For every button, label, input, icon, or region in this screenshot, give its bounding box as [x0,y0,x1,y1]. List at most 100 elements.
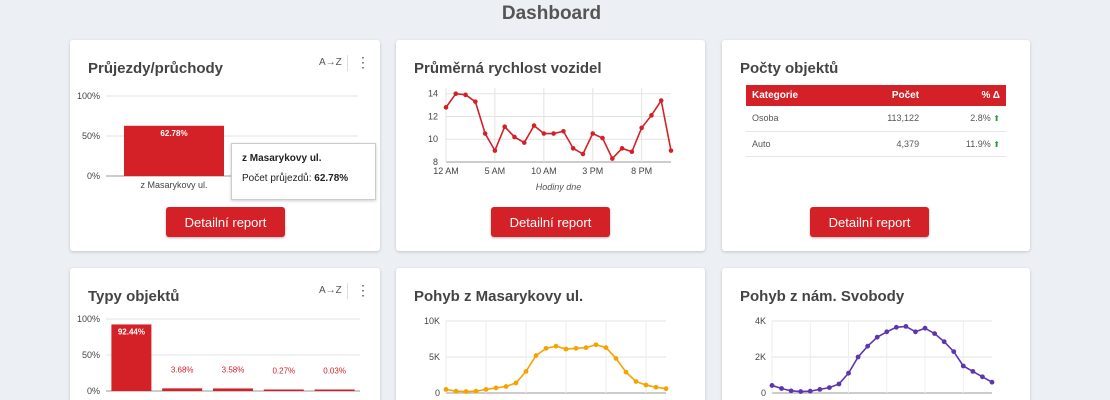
data-point [443,105,449,110]
card-title: Počty objektů [740,60,839,77]
data-point [807,388,813,394]
page-title: Dashboard [501,3,602,24]
series-line [445,343,667,393]
data-point [970,369,976,374]
more-vert-icon[interactable]: ⋮ [356,54,370,70]
data-point [865,343,871,349]
data-point [502,124,507,130]
y-tick-label: 100% [77,314,100,324]
detail-report-button[interactable]: Detailní report [491,207,610,237]
data-point [580,151,586,157]
y-tick-label: 0% [87,386,100,396]
arrow-up-icon: ⬆ [993,114,1000,124]
card-title: Typy objektů [88,288,180,305]
data-point [443,387,449,392]
cell-pct: 2.8% ⬆ [925,106,1006,132]
data-point [483,387,489,392]
y-tick-label: 12 [428,111,438,121]
data-point [663,386,669,392]
data-point [668,148,674,153]
passes-card: Průjezdy/průchody A→Z ⋮ 0% 50% 100% 62.78% z… [70,40,380,251]
y-tick-label: 4K [755,316,766,326]
data-point [980,374,985,380]
sort-az-icon[interactable]: A→Z [319,56,342,68]
data-point [533,353,539,358]
x-axis-label: Hodiny dne [536,182,582,192]
y-tick-label: 100% [77,91,100,101]
bar [213,388,253,391]
data-point [779,386,784,391]
data-point [769,383,775,388]
svobody-chart: 0 2K 4K [722,313,1030,400]
detail-report-button[interactable]: Detailní report [810,207,929,237]
tooltip-value: 62.78% [314,173,349,184]
column-header[interactable]: Kategorie [746,85,849,106]
sort-az-icon[interactable]: A→Z [319,284,342,296]
bar [162,388,203,391]
x-tick-label: 5 AM [485,166,506,176]
data-point [513,380,519,386]
data-point [951,349,957,354]
tooltip-row: Počet průjezdů: 62.78% [242,173,365,184]
bar [314,389,355,391]
card-title: Průjezdy/průchody [88,60,224,77]
data-point [903,324,909,329]
data-point [653,384,659,390]
data-point [531,123,537,128]
pct-value: 2.8% [970,113,991,124]
counts-card: Počty objektů Kategorie Počet % Δ Osoba … [722,40,1030,251]
column-header[interactable]: Počet [848,85,926,106]
x-tick-label: 10 AM [531,166,557,176]
data-point [623,369,629,375]
detail-report-button[interactable]: Detailní report [166,207,285,237]
data-point [570,146,576,151]
bar [263,389,304,391]
types-card: Typy objektů A→Z ⋮ 0% 50% 100% 92.44% 3.68% 3… [70,268,380,400]
data-point [493,385,499,391]
y-tick-label: 14 [428,89,438,99]
arrow-up-icon: ⬆ [993,139,1000,149]
x-tick-label: 3 PM [582,166,603,176]
pct-value: 11.9% [965,138,991,149]
tool-divider [347,54,348,71]
data-point [619,146,625,151]
x-tick-label: z Masarykovy ul. [140,180,207,190]
data-point [633,379,639,384]
data-point [643,382,649,388]
x-tick-label: 8 PM [631,166,652,176]
cell-category: Osoba [746,106,849,132]
data-point [874,334,880,340]
y-tick-label: 2K [755,352,766,362]
y-tick-label: 0 [435,388,440,398]
data-point [593,342,599,348]
y-tick-label: 10K [424,316,440,326]
data-point [492,148,498,153]
data-point [639,125,644,131]
data-point [922,325,928,331]
data-point [541,131,547,136]
data-point [826,385,832,390]
data-point [613,356,619,361]
data-label: 3.58% [222,365,245,374]
series-line [771,325,993,393]
column-header[interactable]: % Δ [925,85,1006,106]
data-point [463,92,468,98]
data-point [629,149,635,155]
counts-table: Kategorie Počet % Δ Osoba 113,122 2.8% ⬆… [746,85,1006,157]
data-point [521,140,527,145]
more-vert-icon[interactable]: ⋮ [356,282,370,298]
data-point [941,339,947,345]
x-tick-label: 12 AM [433,166,459,176]
data-point [482,131,488,136]
data-point [553,343,559,349]
cell-category: Auto [746,131,849,157]
data-point [836,381,842,387]
speed-chart: 8 10 12 14 12 AM 5 AM 10 AM 3 PM 8 PM Hodiny dne [396,84,705,209]
data-point [913,329,918,335]
data-label: 0.27% [272,367,295,376]
data-point [561,128,566,134]
speed-card: Průměrná rychlost vozidel 8 10 12 14 12 AM 5 … [396,40,705,251]
data-point [658,98,664,103]
card-title: Pohyb z Masarykovy ul. [414,288,584,305]
data-point [573,345,579,351]
